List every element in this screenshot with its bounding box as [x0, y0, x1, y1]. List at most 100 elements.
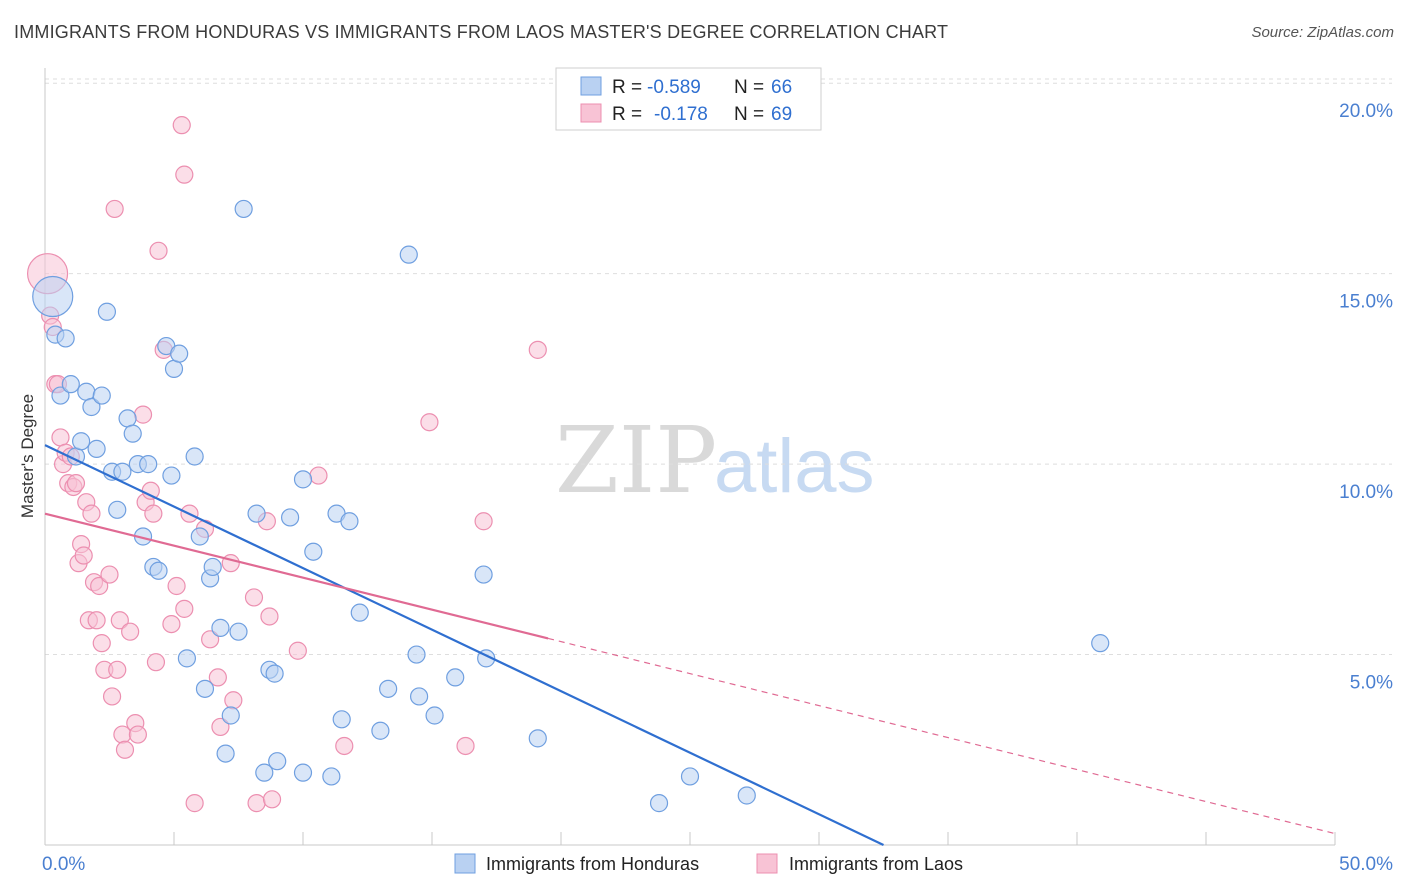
y-tick-label: 5.0%	[1350, 673, 1393, 694]
series-legend: Immigrants from Honduras Immigrants from…	[454, 853, 963, 874]
honduras-point	[190, 527, 209, 546]
legend-n-value-honduras: 66	[771, 77, 792, 98]
y-tick-label: 10.0%	[1339, 482, 1393, 503]
honduras-point	[108, 500, 127, 519]
honduras-point	[149, 561, 168, 580]
laos-point	[244, 588, 264, 607]
laos-point	[167, 576, 186, 596]
stats-legend: R = -0.589 N = 66 R = -0.178 N = 69	[555, 67, 822, 131]
honduras-point	[410, 687, 429, 706]
y-tick-label: 20.0%	[1339, 101, 1393, 122]
laos-point	[175, 165, 194, 184]
laos-point	[108, 660, 127, 679]
honduras-point	[379, 679, 398, 698]
laos-point	[172, 116, 191, 135]
honduras-point	[72, 432, 91, 451]
honduras-point	[340, 512, 359, 531]
legend-n-value-laos: 69	[771, 104, 792, 125]
honduras-point	[162, 466, 181, 485]
honduras-point	[185, 447, 204, 466]
legend-r-value-laos: -0.178	[654, 104, 708, 125]
bottom-legend-swatch-honduras	[454, 853, 476, 874]
trend-line-honduras	[44, 444, 884, 846]
legend-swatch-laos	[580, 103, 602, 123]
honduras-point	[32, 275, 74, 318]
laos-point	[260, 607, 279, 626]
laos-point	[133, 405, 153, 424]
laos-point	[528, 340, 547, 359]
honduras-point	[332, 710, 351, 729]
honduras-point	[164, 359, 184, 378]
legend-swatch-honduras	[580, 76, 602, 96]
legend-r-label-honduras: R =	[612, 77, 642, 98]
honduras-point	[113, 462, 132, 481]
source-label: Source: ZipAtlas.com	[1251, 24, 1394, 41]
series-honduras-points	[32, 199, 1110, 813]
x-tick-label-min: 0.0%	[42, 854, 85, 875]
laos-point	[115, 740, 135, 759]
honduras-point	[304, 542, 323, 561]
honduras-point	[737, 786, 756, 805]
honduras-point	[123, 424, 142, 443]
laos-point	[309, 466, 328, 485]
honduras-point	[203, 557, 222, 577]
x-axis-ticks	[44, 832, 1336, 845]
honduras-point	[229, 622, 248, 641]
laos-point	[92, 634, 111, 653]
honduras-point	[177, 649, 196, 668]
laos-point	[262, 790, 282, 809]
laos-point	[90, 576, 109, 596]
honduras-point	[265, 664, 284, 683]
watermark-zip: ZIP	[555, 407, 717, 514]
laos-point	[224, 691, 243, 710]
honduras-point	[350, 603, 369, 622]
honduras-point	[293, 763, 313, 782]
laos-point	[456, 736, 475, 756]
bottom-legend-label-honduras: Immigrants from Honduras	[486, 854, 699, 874]
bottom-legend-swatch-laos	[756, 853, 778, 874]
honduras-point	[216, 744, 235, 763]
laos-point	[105, 199, 124, 219]
laos-point	[175, 599, 194, 618]
chart-title: IMMIGRANTS FROM HONDURAS VS IMMIGRANTS F…	[14, 22, 949, 42]
laos-point	[146, 653, 166, 672]
laos-point	[185, 794, 204, 813]
honduras-point	[399, 245, 418, 264]
honduras-point	[82, 397, 101, 417]
laos-point	[208, 668, 227, 687]
honduras-point	[255, 763, 274, 782]
trend-line-laos	[44, 512, 549, 640]
honduras-point	[293, 470, 313, 489]
honduras-point	[211, 618, 230, 637]
y-axis-label: Master's Degree	[18, 394, 37, 518]
laos-point	[66, 474, 86, 493]
honduras-point	[247, 504, 266, 523]
laos-point	[121, 622, 140, 641]
laos-point	[128, 725, 147, 744]
honduras-point	[680, 767, 700, 786]
honduras-point	[56, 329, 75, 348]
honduras-point	[51, 386, 70, 405]
honduras-point	[528, 729, 547, 748]
honduras-point	[97, 302, 117, 321]
honduras-point	[649, 794, 669, 813]
laos-point	[420, 413, 439, 432]
laos-point	[82, 504, 101, 523]
honduras-point	[170, 344, 189, 363]
trend-line-laos-extension	[547, 637, 1336, 835]
laos-point	[474, 512, 493, 531]
honduras-point	[322, 767, 341, 786]
laos-point	[87, 611, 106, 630]
laos-point	[102, 687, 122, 706]
honduras-point	[118, 409, 137, 428]
laos-point	[211, 717, 230, 737]
honduras-point	[221, 706, 240, 725]
x-tick-label-max: 50.0%	[1339, 854, 1393, 875]
honduras-point	[234, 199, 253, 219]
honduras-point	[268, 752, 287, 771]
honduras-point	[407, 645, 426, 664]
legend-n-label-honduras: N =	[734, 77, 764, 98]
laos-point	[144, 504, 163, 523]
trend-lines	[44, 444, 1336, 846]
